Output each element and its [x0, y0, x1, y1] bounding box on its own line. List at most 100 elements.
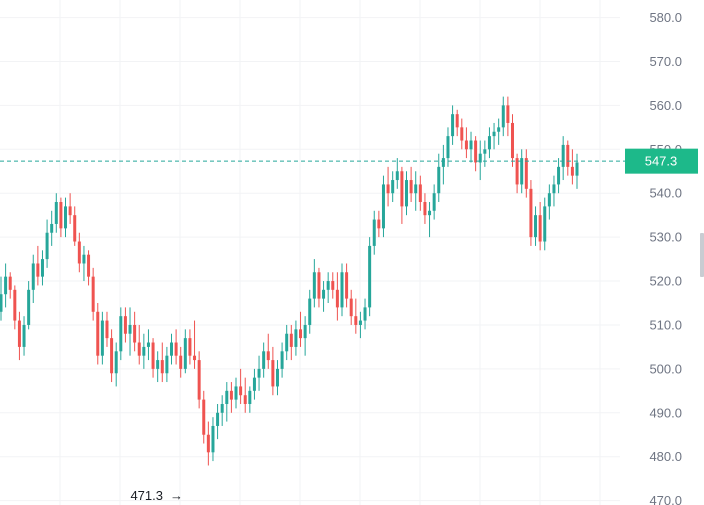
candle — [193, 320, 197, 369]
candle — [566, 140, 570, 176]
candle — [455, 109, 459, 137]
candle — [137, 324, 141, 365]
candle-body — [183, 338, 187, 369]
candle-body — [262, 351, 266, 369]
candle-body — [59, 202, 63, 229]
candle-body — [73, 215, 77, 242]
candle — [183, 329, 187, 374]
candle-body — [400, 171, 404, 207]
price-tick-label: 560.0 — [649, 98, 682, 113]
price-scale[interactable]: 470.0 480.0 490.0 500.0 510.0 520.0 530.0 540.0… — [649, 10, 682, 505]
candle-body — [257, 368, 261, 378]
candle — [520, 149, 524, 194]
price-tick-label: 490.0 — [649, 405, 682, 420]
low-marker: 471.3 → — [130, 488, 183, 503]
candle — [299, 311, 303, 347]
candle — [294, 320, 298, 356]
candle — [151, 338, 155, 378]
price-tick-label: 470.0 — [649, 493, 682, 505]
candle — [557, 158, 561, 194]
candle — [510, 114, 514, 167]
candle — [188, 329, 192, 365]
candle — [451, 105, 455, 145]
candle — [395, 158, 399, 189]
candle — [234, 377, 238, 409]
candle — [547, 184, 551, 220]
candle-body — [460, 127, 464, 141]
candle — [515, 153, 519, 194]
candle — [22, 316, 26, 356]
candle — [169, 333, 173, 365]
candle-body — [395, 171, 399, 181]
candle-body — [308, 298, 312, 325]
candle-body — [142, 346, 146, 356]
candle — [73, 206, 77, 246]
candle — [17, 311, 21, 361]
candle — [289, 324, 293, 361]
price-tick-label: 520.0 — [649, 274, 682, 289]
candle — [340, 263, 344, 317]
candle-body — [432, 193, 436, 211]
candle-body — [317, 272, 321, 299]
candle — [345, 263, 349, 308]
candle — [77, 232, 81, 273]
candle — [96, 303, 100, 365]
candle — [570, 149, 574, 185]
candle — [386, 166, 390, 207]
candle-body — [266, 351, 270, 361]
candle-body — [156, 360, 160, 369]
candle-body — [543, 206, 547, 242]
candle — [13, 285, 17, 330]
candle — [146, 329, 150, 361]
candle-body — [441, 158, 445, 167]
candle-body — [437, 166, 441, 194]
candle-body — [386, 184, 390, 194]
candle-body — [487, 136, 491, 150]
candle — [317, 267, 321, 308]
candle-body — [294, 329, 298, 347]
candle — [105, 311, 109, 347]
candle-body — [54, 202, 58, 224]
candle-body — [169, 342, 173, 356]
candle — [156, 351, 160, 383]
candle-body — [91, 276, 95, 312]
candle-body — [4, 276, 8, 295]
candle — [464, 127, 468, 159]
candle — [179, 346, 183, 378]
candle-body — [464, 140, 468, 150]
candle — [552, 175, 556, 207]
candle — [110, 329, 114, 383]
candle — [165, 346, 169, 383]
candle-body — [409, 180, 413, 194]
candle-body — [557, 166, 561, 185]
candle-body — [137, 342, 141, 356]
candle — [59, 197, 63, 238]
candle — [381, 175, 385, 238]
candle-body — [414, 184, 418, 194]
candle — [497, 118, 501, 145]
candle-body — [377, 219, 381, 229]
candle — [211, 417, 215, 462]
candle — [492, 122, 496, 150]
candle-body — [179, 355, 183, 369]
candle-body — [349, 298, 353, 317]
candle — [423, 193, 427, 224]
candle — [45, 219, 49, 268]
candle-body — [483, 149, 487, 154]
candle-body — [22, 324, 26, 347]
candle-body — [538, 215, 542, 242]
candle — [377, 210, 381, 238]
candle-body — [77, 241, 81, 264]
candle-body — [354, 316, 358, 325]
candle — [446, 127, 450, 167]
price-scale-handle[interactable] — [700, 233, 704, 277]
candle-body — [575, 162, 579, 176]
candle — [372, 210, 376, 255]
candle-body — [363, 307, 367, 321]
candle-body — [289, 333, 293, 347]
candle — [68, 193, 72, 224]
candle-body — [451, 114, 455, 137]
candle-body — [299, 329, 303, 339]
candle-body — [345, 272, 349, 299]
